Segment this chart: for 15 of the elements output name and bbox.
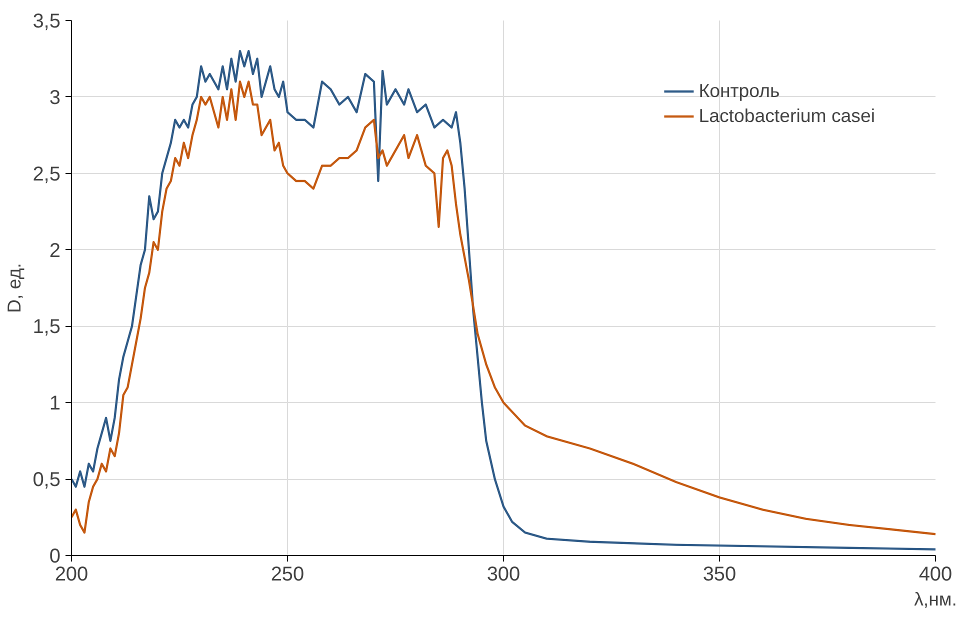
y-tick-label: 1 bbox=[49, 392, 60, 415]
x-tick-label: 400 bbox=[918, 564, 952, 586]
x-axis-title: λ,нм. bbox=[914, 588, 957, 610]
x-tick-label: 250 bbox=[270, 564, 304, 586]
y-tick-label: 2,5 bbox=[32, 163, 61, 186]
y-tick-label: 2 bbox=[49, 240, 60, 262]
legend-label: Lactobacterium casei bbox=[698, 105, 875, 127]
y-tick-label: 0,5 bbox=[32, 469, 61, 492]
legend-label: Контроль bbox=[698, 80, 780, 102]
y-tick-label: 1,5 bbox=[32, 316, 61, 338]
y-tick-label: 3 bbox=[49, 86, 60, 109]
x-tick-label: 350 bbox=[702, 564, 736, 586]
x-tick-label: 300 bbox=[486, 564, 520, 586]
y-axis-title: D, ед. bbox=[4, 263, 25, 313]
y-tick-label: 3,5 bbox=[32, 10, 61, 32]
